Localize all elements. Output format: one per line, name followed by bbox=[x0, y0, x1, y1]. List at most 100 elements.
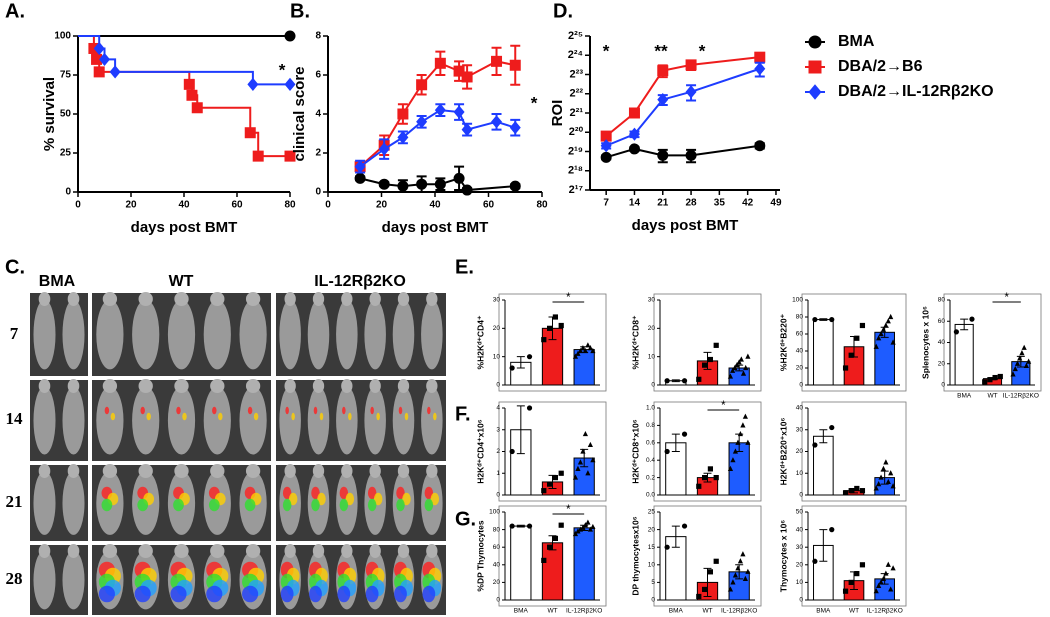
error-bar bbox=[735, 564, 744, 580]
bioluminescence bbox=[218, 412, 223, 421]
data-point bbox=[1017, 355, 1023, 361]
data-point bbox=[696, 483, 702, 489]
mouse-head bbox=[67, 292, 80, 306]
data-point bbox=[873, 588, 879, 594]
y-tick-label: 20 bbox=[938, 360, 946, 367]
y-tick-label: 20 bbox=[493, 579, 501, 586]
y-tick-label: 2²⁵ bbox=[568, 30, 583, 42]
annotation: * bbox=[1004, 290, 1009, 304]
x-tick-label: 40 bbox=[178, 200, 190, 211]
y-tick-label: 0 bbox=[651, 382, 655, 389]
annotation: * bbox=[566, 290, 571, 304]
marker bbox=[186, 89, 198, 101]
marker bbox=[284, 30, 296, 42]
mouse-head bbox=[102, 464, 118, 478]
photo-background bbox=[276, 465, 446, 541]
data-point bbox=[745, 439, 751, 445]
data-point bbox=[735, 565, 741, 571]
data-point bbox=[745, 568, 751, 574]
marker bbox=[252, 150, 264, 162]
mouse-head bbox=[102, 292, 118, 306]
mouse-head bbox=[426, 379, 438, 393]
annotation: * bbox=[603, 41, 610, 60]
mouse bbox=[33, 471, 56, 535]
data-point bbox=[509, 523, 515, 529]
error-bar bbox=[516, 524, 525, 528]
data-point bbox=[1014, 360, 1021, 366]
x-tick-label: 35 bbox=[714, 198, 726, 209]
marker bbox=[491, 55, 503, 67]
plot-frame bbox=[653, 505, 762, 607]
data-point bbox=[585, 470, 591, 476]
marker bbox=[91, 53, 103, 65]
plot-frame bbox=[653, 293, 762, 392]
data-point bbox=[842, 588, 849, 594]
marker bbox=[600, 139, 612, 153]
data-point bbox=[732, 364, 738, 371]
marker bbox=[657, 149, 669, 161]
data-point bbox=[587, 441, 593, 448]
data-point bbox=[878, 330, 884, 337]
y-tick-label: 2²² bbox=[570, 88, 584, 100]
data-point bbox=[876, 582, 882, 588]
mouse bbox=[33, 550, 56, 610]
error-bar bbox=[819, 429, 828, 444]
panel-label: G. bbox=[455, 508, 476, 530]
y-axis-title: ROI bbox=[549, 100, 566, 127]
bioluminescence bbox=[398, 406, 403, 415]
marker bbox=[628, 127, 640, 141]
data-point bbox=[885, 478, 891, 485]
marker bbox=[453, 65, 465, 77]
bioluminescence bbox=[212, 406, 217, 415]
data-point bbox=[743, 364, 749, 371]
marker bbox=[191, 102, 203, 114]
marker bbox=[397, 180, 409, 192]
panel-label: D. bbox=[553, 0, 573, 22]
marker bbox=[628, 107, 640, 119]
bar bbox=[510, 525, 532, 601]
data-point bbox=[885, 561, 891, 567]
error-bar bbox=[671, 525, 680, 548]
y-axis-title: H2Kᵈ⁺CD8⁺x10⁶ bbox=[630, 419, 640, 483]
data-point bbox=[696, 376, 702, 382]
y-tick-label: 2²¹ bbox=[570, 107, 584, 119]
bioluminescence bbox=[173, 498, 184, 512]
bioluminescence bbox=[367, 498, 377, 512]
mouse-head bbox=[426, 292, 438, 306]
marker bbox=[600, 151, 612, 163]
data-point bbox=[880, 326, 887, 332]
marker bbox=[378, 142, 390, 156]
y-axis-title: %H2Kᵈ⁺CD8⁺ bbox=[630, 315, 640, 369]
marker bbox=[453, 172, 465, 184]
data-point bbox=[552, 475, 559, 481]
x-tick-label: 60 bbox=[231, 200, 243, 211]
data-point bbox=[541, 488, 547, 494]
data-point bbox=[580, 448, 586, 454]
bioluminescence bbox=[110, 412, 116, 421]
data-point bbox=[969, 316, 975, 322]
y-axis-title: % survival bbox=[41, 77, 58, 151]
data-point bbox=[727, 373, 734, 379]
marker bbox=[657, 65, 669, 77]
mouse-head bbox=[312, 379, 325, 393]
row-label: 28 bbox=[6, 569, 23, 588]
y-axis-title: %DP Thymocytes bbox=[475, 520, 485, 591]
mouse-head bbox=[138, 292, 153, 306]
data-point bbox=[742, 413, 748, 419]
y-tick-label: 0 bbox=[496, 492, 500, 499]
mouse bbox=[279, 386, 301, 455]
bioluminescence bbox=[137, 498, 149, 512]
mouse-head bbox=[369, 379, 381, 393]
bioluminescence bbox=[146, 412, 151, 421]
y-tick-label: 0.6 bbox=[646, 440, 655, 447]
image-panel bbox=[30, 292, 446, 615]
row-label: 21 bbox=[6, 492, 23, 511]
y-tick-label: 2²⁰ bbox=[569, 126, 584, 138]
bioluminescence bbox=[339, 486, 349, 500]
mouse-head bbox=[138, 464, 153, 478]
bar bbox=[573, 527, 595, 601]
annotation: ** bbox=[654, 41, 668, 60]
data-point bbox=[890, 483, 896, 489]
marker bbox=[109, 65, 121, 79]
